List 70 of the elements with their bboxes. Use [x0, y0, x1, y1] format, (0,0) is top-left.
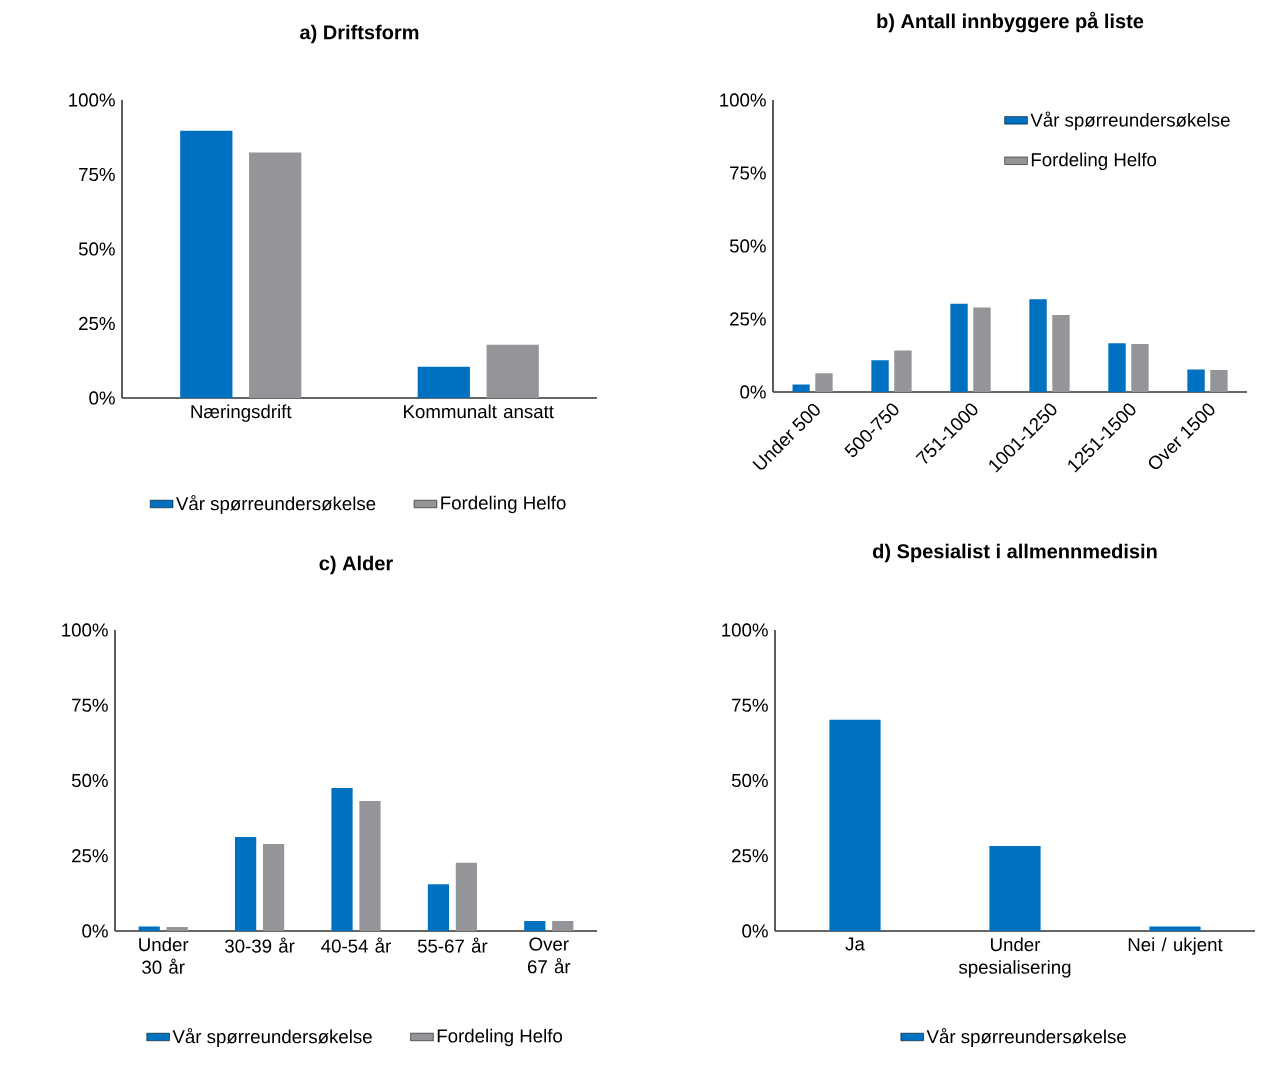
- y-tick-label: 50%: [731, 773, 768, 788]
- y-tick-label: 25%: [79, 316, 115, 331]
- y-tick-label: 75%: [730, 166, 766, 180]
- bar: [792, 384, 810, 392]
- bar: [1052, 314, 1070, 392]
- chart-title: a) Driftsform: [300, 24, 419, 44]
- bar: [138, 926, 160, 931]
- bar: [1131, 344, 1149, 392]
- y-tick-label: 50%: [71, 773, 108, 788]
- x-tick-label: Næringsdrift: [191, 404, 292, 422]
- bar: [871, 360, 889, 392]
- y-tick-label: 75%: [79, 167, 115, 182]
- x-tick-label: 55-67 år: [417, 937, 488, 953]
- legend-label: Vår spørreundersøkelse: [926, 1028, 1126, 1047]
- bar: [1149, 926, 1201, 931]
- y-tick-label: 0%: [82, 924, 108, 938]
- bar: [331, 788, 353, 931]
- chart-title: d) Spesialist i allmennmedisin: [873, 543, 1157, 563]
- bar: [249, 152, 302, 398]
- bar: [262, 844, 285, 931]
- bar: [180, 130, 233, 398]
- y-tick-label: 100%: [62, 623, 108, 637]
- bar: [166, 927, 188, 931]
- legend-label: Fordeling Helfo: [441, 495, 566, 514]
- legend-label: Vår spørreundersøkelse: [176, 495, 376, 514]
- y-tick-label: 25%: [732, 849, 768, 863]
- bar: [894, 350, 912, 392]
- y-tick-label: 0%: [742, 924, 768, 938]
- bar: [815, 373, 833, 392]
- x-tick-label: Kommunalt ansatt: [404, 404, 554, 419]
- legend-label: Vår spørreundersøkelse: [172, 1028, 372, 1047]
- y-tick-label: 25%: [72, 849, 108, 863]
- bar: [427, 884, 450, 931]
- bar: [552, 921, 574, 931]
- bar: [486, 344, 539, 398]
- y-tick-label: 25%: [730, 312, 766, 326]
- y-tick-label: 0%: [740, 385, 766, 399]
- legend-label: Fordeling Helfo: [1031, 152, 1157, 171]
- bar: [1187, 369, 1205, 392]
- bar: [359, 800, 381, 931]
- y-tick-label: 0%: [89, 391, 115, 405]
- bar: [1210, 370, 1228, 392]
- x-tick-label: 30-39 år: [225, 937, 295, 953]
- x-tick-label: Nei / ukjent: [1128, 937, 1223, 955]
- bar: [950, 303, 968, 392]
- bar: [235, 837, 257, 931]
- bar: [1029, 299, 1047, 392]
- y-tick-label: 100%: [720, 93, 766, 107]
- x-tick-label: Under 30 år: [139, 937, 189, 974]
- bar: [829, 719, 881, 931]
- x-tick-label: Over 67 år: [527, 937, 571, 974]
- y-tick-label: 75%: [72, 698, 108, 712]
- bar: [524, 921, 546, 931]
- x-tick-label: Ja: [845, 937, 865, 951]
- y-tick-label: 100%: [69, 93, 115, 107]
- y-tick-label: 50%: [729, 239, 766, 253]
- x-tick-label: Under spesialisering: [958, 937, 1071, 978]
- legend-label: Fordeling Helfo: [437, 1028, 563, 1047]
- bar: [455, 862, 477, 931]
- bar: [1108, 343, 1126, 392]
- y-tick-label: 100%: [722, 623, 768, 637]
- bar: [417, 366, 470, 398]
- y-tick-label: 50%: [78, 242, 115, 256]
- y-tick-label: 75%: [732, 698, 768, 712]
- x-tick-label: 40-54 år: [321, 937, 391, 953]
- chart-title: c) Alder: [319, 555, 393, 575]
- legend-label: Vår spørreundersøkelse: [1030, 111, 1230, 131]
- chart-title: b) Antall innbyggere på liste: [877, 11, 1144, 33]
- bar: [989, 846, 1041, 931]
- bar: [973, 307, 991, 392]
